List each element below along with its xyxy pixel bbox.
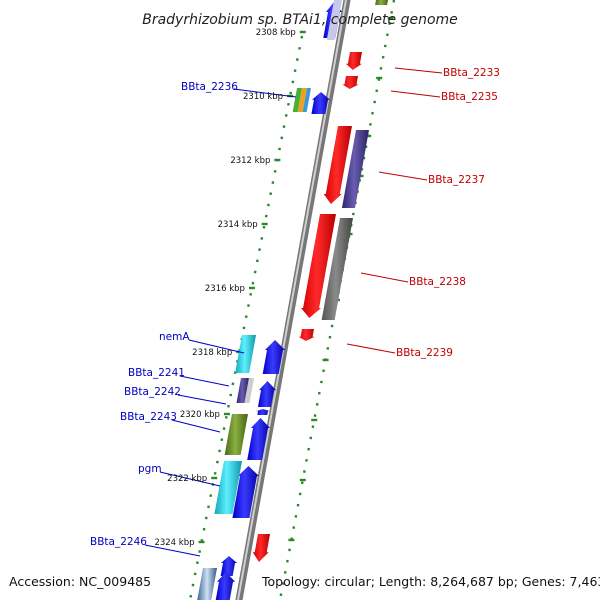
gene-forward bbox=[232, 466, 259, 518]
map-title: Bradyrhizobium sp. BTAi1, complete genom… bbox=[142, 12, 458, 28]
gene-BBta_2237 bbox=[323, 126, 352, 204]
gene-BBta_2239 bbox=[298, 329, 315, 341]
gene-label-right: BBta_2233 bbox=[443, 67, 500, 79]
gene-BBta_2235 bbox=[342, 76, 359, 89]
label-leader-line bbox=[159, 471, 221, 487]
gene-label-right: BBta_2238 bbox=[409, 276, 466, 288]
label-leader-line bbox=[144, 544, 201, 557]
backbone-highlight bbox=[236, 0, 348, 600]
gene-reverse bbox=[252, 534, 270, 562]
gene-label-left: BBta_2236 bbox=[181, 81, 238, 93]
tick-label: 2308 kbp bbox=[256, 28, 296, 38]
gene-BBta_2243 bbox=[224, 414, 248, 455]
label-leader-line bbox=[346, 343, 396, 354]
gene-BBta_2233 bbox=[345, 52, 362, 70]
gene-label-right: BBta_2235 bbox=[441, 91, 498, 103]
gene-BBta_2246 bbox=[197, 568, 217, 600]
gene-nemA bbox=[235, 335, 256, 373]
gene-pgm bbox=[214, 461, 242, 514]
tick-label: 2312 kbp bbox=[230, 156, 270, 166]
label-leader-line bbox=[360, 272, 409, 283]
gene-forward bbox=[256, 409, 270, 415]
tick-label: 2310 kbp bbox=[243, 92, 283, 102]
gene-BBta_2236-a bbox=[292, 88, 302, 112]
gene-top-light bbox=[326, 0, 342, 40]
gene-top-olive bbox=[375, 0, 388, 5]
gene-forward bbox=[262, 340, 285, 374]
topology-text: Topology: circular; Length: 8,264,687 bp… bbox=[262, 574, 600, 589]
accession-text: Accession: NC_009485 bbox=[9, 574, 152, 589]
inner-dotted-track bbox=[188, 35, 304, 600]
gene-BBta_2237-partner bbox=[341, 130, 369, 208]
gene-forward bbox=[257, 381, 276, 407]
label-leader-line bbox=[188, 339, 245, 354]
label-leader-line bbox=[394, 67, 443, 74]
tick-label: 2318 kbp bbox=[192, 348, 232, 358]
gene-BBta_2242 bbox=[244, 378, 254, 403]
gene-BBta_2238-partner bbox=[321, 218, 353, 320]
tick-label: 2320 kbp bbox=[180, 410, 220, 420]
label-leader-line bbox=[378, 171, 428, 181]
label-leader-line bbox=[390, 90, 441, 98]
gene-BBta_2236-c bbox=[302, 88, 311, 112]
gene-forward bbox=[215, 572, 235, 600]
gene-BBta_2236-b bbox=[297, 88, 307, 112]
label-leader-line bbox=[179, 375, 230, 387]
tick-label: 2324 kbp bbox=[154, 538, 194, 548]
gene-forward bbox=[311, 92, 330, 114]
tick-label: 2314 kbp bbox=[218, 220, 258, 230]
label-leader-line bbox=[233, 88, 297, 98]
gene-label-right: BBta_2239 bbox=[396, 347, 453, 359]
label-leader-line bbox=[171, 419, 221, 433]
gene-label-left: BBta_2241 bbox=[128, 367, 185, 379]
gene-forward bbox=[247, 418, 270, 460]
label-leader-line bbox=[177, 394, 227, 405]
gene-BBta_2241 bbox=[236, 378, 249, 403]
gene-label-left: pgm bbox=[138, 463, 162, 475]
tick-label: 2316 kbp bbox=[205, 284, 245, 294]
gene-label-right: BBta_2237 bbox=[428, 174, 485, 186]
gene-label-left: BBta_2246 bbox=[90, 536, 147, 548]
gene-forward bbox=[220, 556, 237, 576]
gene-BBta_2238 bbox=[301, 214, 336, 318]
gene-label-left: BBta_2243 bbox=[120, 411, 177, 423]
tick-label: 2322 kbp bbox=[167, 474, 207, 484]
gene-label-left: BBta_2242 bbox=[124, 386, 181, 398]
gene-label-left: nemA bbox=[159, 331, 190, 343]
